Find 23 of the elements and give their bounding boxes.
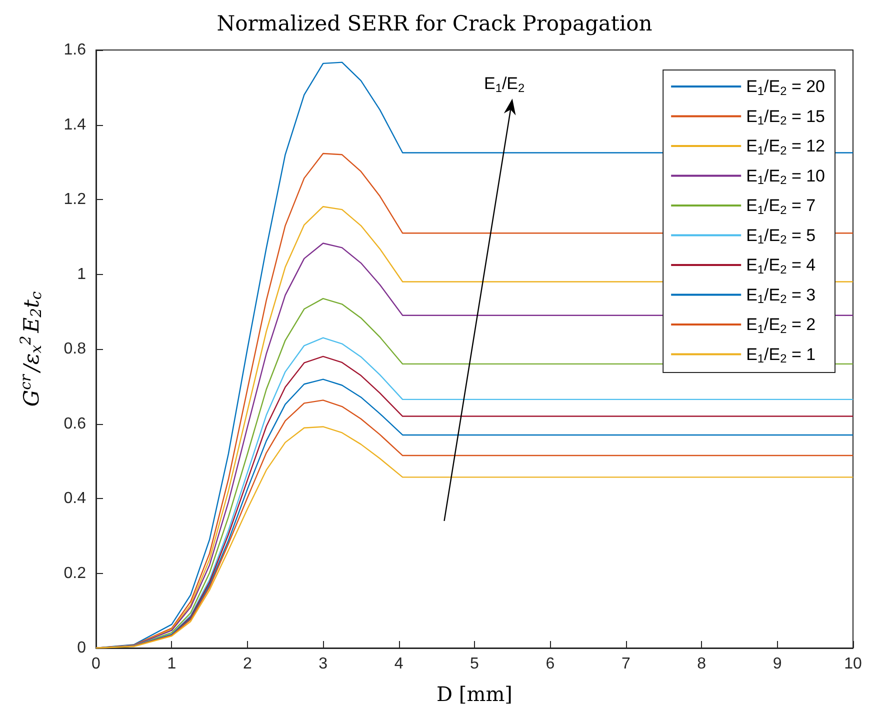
y-tick-label: 0: [77, 640, 86, 656]
x-tick-label: 2: [242, 656, 252, 672]
y-tick-label: 0.2: [64, 564, 86, 582]
x-tick-label: 5: [470, 656, 480, 672]
x-tick-label: 8: [697, 656, 706, 672]
x-tick-label: 4: [394, 656, 404, 672]
x-tick-label: 0: [92, 656, 101, 672]
x-tick-label: 6: [546, 656, 555, 672]
y-tick-label: 0.4: [64, 490, 86, 507]
x-tick-label: 1: [167, 656, 176, 672]
y-tick-label: 0.6: [64, 415, 86, 432]
x-axis-title: D [mm]: [436, 682, 512, 706]
x-tick-label: 9: [772, 656, 782, 672]
y-tick-label: 1.2: [64, 191, 86, 208]
y-tick-label: 1.6: [64, 42, 86, 58]
x-tick-label: 7: [621, 656, 630, 672]
y-tick-label: 1: [77, 266, 86, 283]
y-tick-label: 1.4: [64, 116, 86, 134]
chart-title: Normalized SERR for Crack Propagation: [216, 12, 652, 36]
y-tick-label: 0.8: [64, 340, 86, 358]
text: Gcr/εx2E2tc: [18, 291, 45, 407]
x-tick-label: 3: [318, 656, 328, 672]
x-tick-label: 10: [844, 656, 862, 672]
